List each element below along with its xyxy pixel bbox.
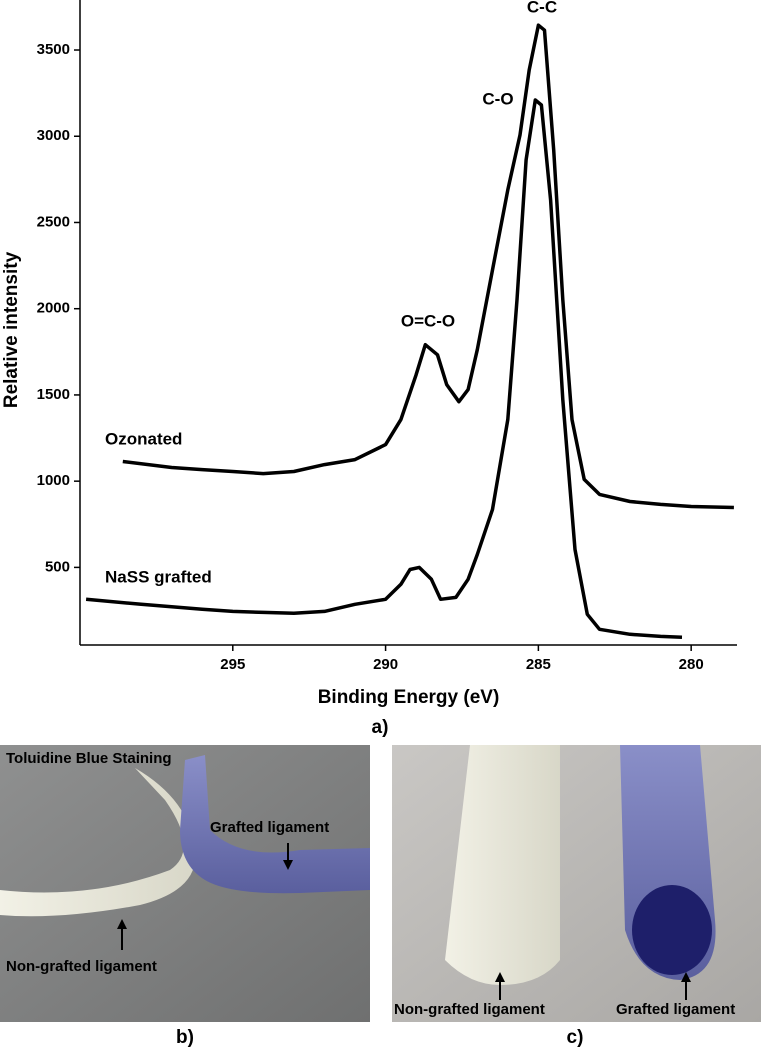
y-tick-label: 1000: [37, 472, 70, 489]
x-tick-label: 295: [220, 656, 245, 673]
y-tick-label: 500: [45, 558, 70, 575]
y-tick-label: 3000: [37, 127, 70, 144]
white-tube: [445, 745, 560, 985]
arrow-head: [681, 972, 691, 982]
x-tick-label: 280: [679, 656, 704, 673]
y-axis-label: Relative intensity: [1, 251, 22, 408]
photo-b: Toluidine Blue Staining Grafted ligament…: [0, 745, 370, 1022]
white-ligament: [0, 768, 196, 917]
photo-annotation: Non-grafted ligament: [394, 1001, 545, 1018]
peak-annotation: C-O: [482, 89, 513, 108]
blue-ligament: [180, 755, 370, 894]
y-tick-label: 2500: [37, 213, 70, 230]
y-tick-label: 2000: [37, 300, 70, 317]
arrow-head: [117, 919, 127, 929]
tube-opening: [632, 885, 712, 975]
photo-title: Toluidine Blue Staining: [6, 750, 172, 767]
x-tick-label: 290: [373, 656, 398, 673]
y-tick-label: 3500: [37, 41, 70, 58]
peak-annotation: C-C: [527, 0, 557, 16]
panel-label: c): [567, 1027, 584, 1048]
arrow-head: [495, 972, 505, 982]
spectrum-line: [122, 23, 734, 510]
series-label: NaSS grafted: [105, 567, 212, 586]
photo-annotation: Non-grafted ligament: [6, 958, 157, 975]
spectrum-line: [85, 98, 683, 639]
series-label: Ozonated: [105, 429, 182, 448]
xps-chart: 500 1000 1500 2000 2500 3000 3500 295 290 285 280 B…: [1, 0, 737, 708]
photo-c: Non-grafted ligament Grafted ligament: [392, 745, 761, 1022]
peak-annotation: O=C-O: [401, 311, 455, 330]
photo-annotation: Grafted ligament: [210, 819, 329, 836]
photo-annotation: Grafted ligament: [616, 1001, 735, 1018]
y-tick-label: 1500: [37, 386, 70, 403]
panel-label: a): [372, 717, 389, 738]
x-axis-label: Binding Energy (eV): [318, 687, 500, 708]
x-tick-label: 285: [526, 656, 551, 673]
panel-label: b): [176, 1027, 194, 1048]
arrow-head: [283, 860, 293, 870]
